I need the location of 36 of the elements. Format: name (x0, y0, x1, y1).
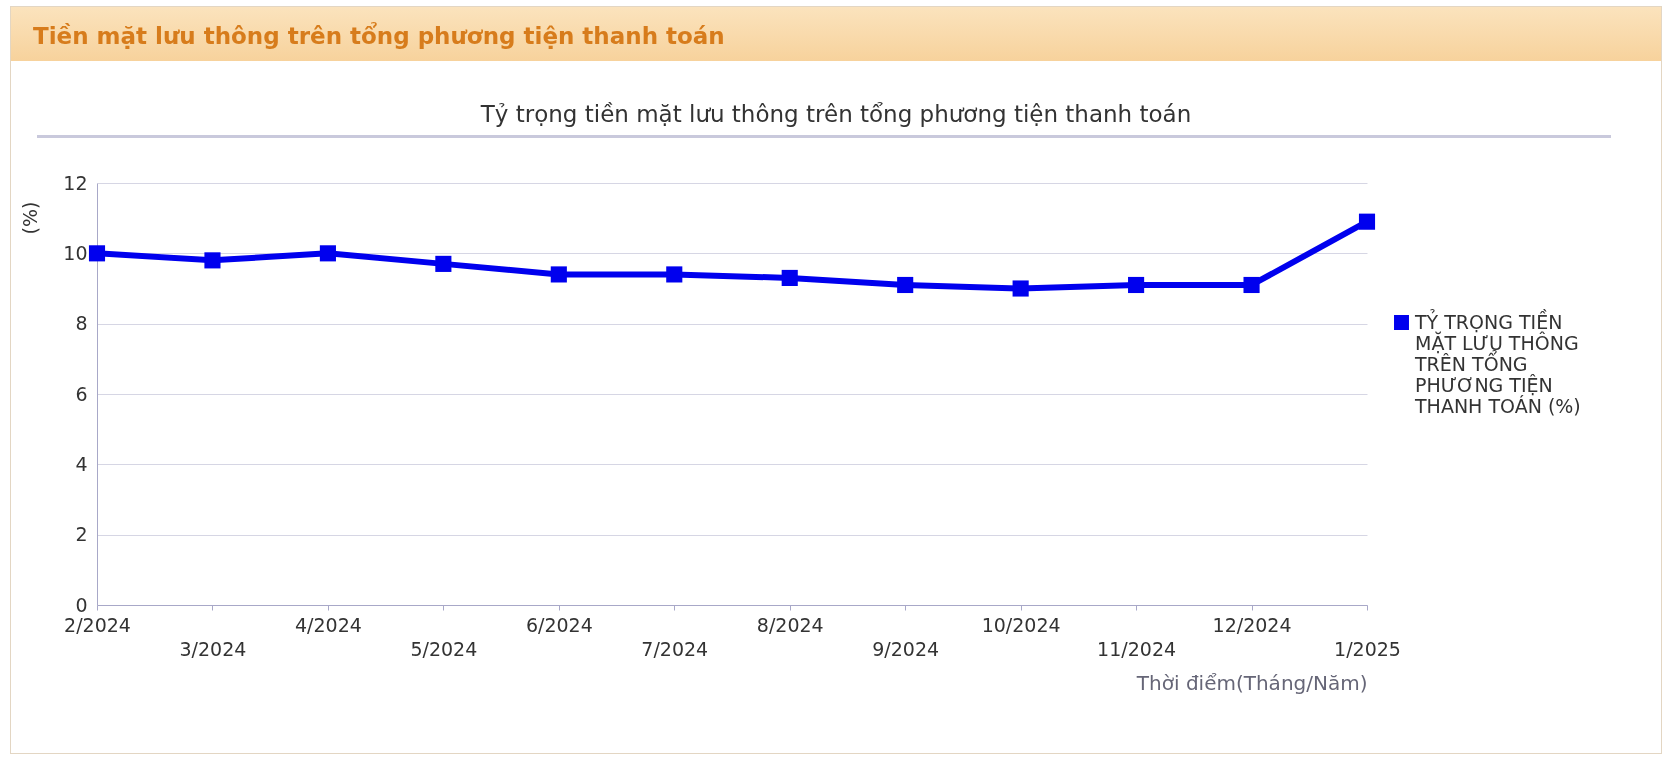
chart-subtitle: Tỷ trọng tiền mặt lưu thông trên tổng phương tiện thanh toán (479, 101, 1193, 127)
x-tick-label: 3/2024 (179, 637, 247, 660)
point (550, 266, 567, 283)
y-axis-title: (%) (19, 201, 42, 235)
x-tick-label: 11/2024 (1097, 637, 1177, 660)
y-tick-label: 0 (75, 593, 88, 616)
x-tick-label: 12/2024 (1212, 613, 1292, 636)
x-tick-label: 6/2024 (525, 613, 593, 636)
x-tick-label: 9/2024 (872, 637, 940, 660)
point (88, 245, 106, 262)
y-tick-label: 10 (63, 241, 88, 264)
point (204, 252, 221, 269)
y-tick-label: 8 (75, 312, 88, 335)
y-tick-label: 12 (63, 171, 88, 194)
point (781, 269, 798, 287)
point (435, 255, 452, 272)
point (1128, 276, 1145, 294)
x-tick-label: 4/2024 (294, 613, 362, 636)
legend-label: TỶ TRỌNG TIỀN MẶT LƯU THÔNG TRÊN TỔNG PHƯƠNG TIỆN THANH TOÁN (%) (1414, 308, 1581, 417)
point (1358, 213, 1376, 230)
x-tick-label: 5/2024 (410, 637, 478, 660)
x-tick-label: 8/2024 (756, 613, 824, 636)
y-tick-label: 4 (75, 452, 88, 475)
point (897, 276, 914, 294)
y-tick-label: 6 (75, 382, 88, 405)
point (319, 245, 336, 262)
x-tick-label: 7/2024 (641, 637, 709, 660)
x-tick-label: 10/2024 (981, 613, 1061, 636)
x-axis-title: Thời điểm(Tháng/Năm) (1135, 670, 1368, 695)
point (1012, 280, 1029, 297)
x-tick-label: 1/2025 (1334, 637, 1401, 660)
x-tick-label: 2/2024 (64, 613, 131, 636)
chart-title: Tiền mặt lưu thông trên tổng phương tiện thanh toán (11, 7, 1661, 61)
y-tick-label: 2 (75, 523, 88, 546)
point (666, 266, 683, 283)
point (1243, 276, 1260, 294)
